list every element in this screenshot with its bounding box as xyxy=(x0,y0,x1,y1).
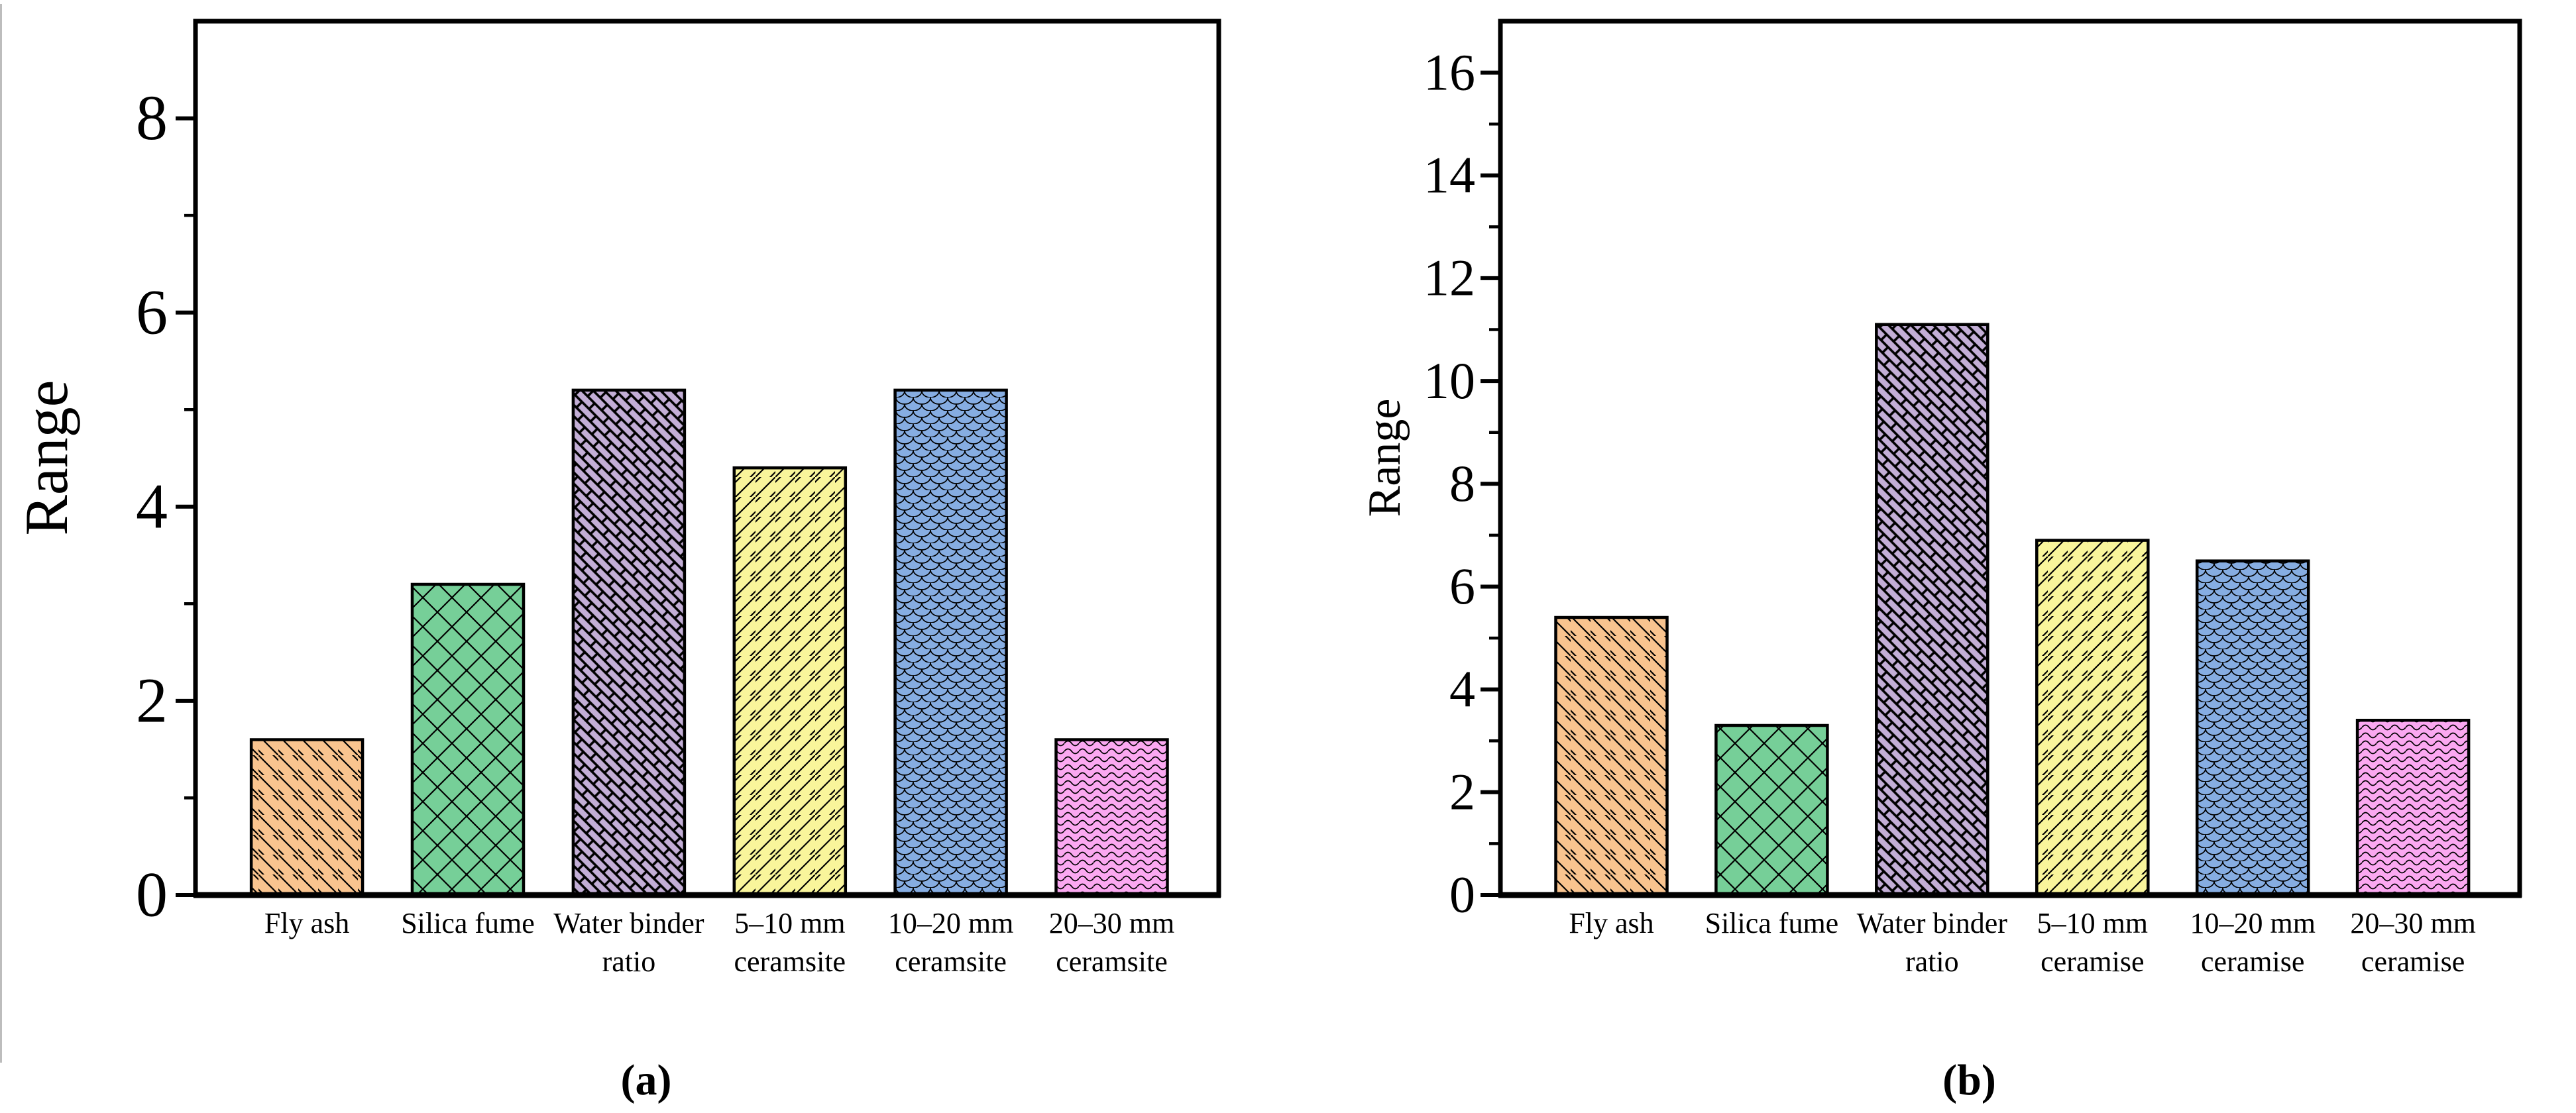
y-tick-label-a-6: 6 xyxy=(136,276,168,347)
x-tick-label-b-3: 5–10 mm ceramise xyxy=(2037,907,2148,978)
y-tick-label-b-14: 14 xyxy=(1424,146,1475,204)
x-tick-label-b-2: Water binder ratio xyxy=(1857,907,2008,978)
y-tick-label-a-0: 0 xyxy=(136,859,168,930)
bar-b-5-10-mm xyxy=(2035,539,2150,897)
caption-panel-b: (b) xyxy=(1942,1056,1996,1104)
y-axis-label-panel-a: Range xyxy=(13,380,80,536)
x-tick-label-a-4: 10–20 mm ceramsite xyxy=(888,907,1013,978)
panel-b: Fly ash Silica fume Water binder ratio 5–10 … xyxy=(1424,19,2522,978)
y-tick-label-a-4: 4 xyxy=(136,471,168,542)
bar-a-20-30-mm xyxy=(1054,738,1169,897)
y-tick-label-a-2: 2 xyxy=(136,665,168,736)
x-tick-label-a-1: Silica fume xyxy=(401,907,535,939)
x-tick-label-b-0: Fly ash xyxy=(1569,907,1653,939)
y-tick-label-b-6: 6 xyxy=(1449,557,1475,615)
bar-a-5-10-mm xyxy=(732,466,848,897)
x-tick-label-b-1: Silica fume xyxy=(1705,907,1839,939)
x-tick-label-a-2: Water binder ratio xyxy=(553,907,704,978)
caption-panel-a: (a) xyxy=(620,1056,672,1104)
bar-b-water-binder xyxy=(1875,323,1989,897)
y-axis-label-panel-b: Range xyxy=(1359,398,1410,517)
x-tick-label-a-3: 5–10 mm ceramsite xyxy=(734,907,846,978)
y-tick-label-b-10: 10 xyxy=(1424,352,1475,409)
bar-b-silica-fume xyxy=(1714,723,1829,897)
y-tick-label-b-12: 12 xyxy=(1424,249,1475,307)
y-tick-label-b-16: 16 xyxy=(1424,43,1475,101)
panel-a: Fly ash Silica fume Water binder ratio 5–10 … xyxy=(136,19,1221,978)
bar-b-20-30-mm xyxy=(2355,718,2471,897)
bar-b-10-20-mm xyxy=(2195,559,2310,897)
y-tick-label-b-0: 0 xyxy=(1449,866,1475,924)
x-tick-label-b-5: 20–30 mm ceramise xyxy=(2350,907,2475,978)
bar-b-fly-ash xyxy=(1554,615,1669,897)
y-tick-label-a-8: 8 xyxy=(136,82,168,153)
y-tick-label-b-4: 4 xyxy=(1449,660,1475,717)
bar-a-fly-ash xyxy=(249,738,364,897)
y-tick-label-b-8: 8 xyxy=(1449,454,1475,512)
x-tick-label-b-4: 10–20 mm ceramise xyxy=(2190,907,2315,978)
bar-a-10-20-mm xyxy=(893,388,1008,897)
x-tick-label-a-0: Fly ash xyxy=(264,907,349,939)
y-tick-label-b-2: 2 xyxy=(1449,763,1475,821)
bar-a-water-binder xyxy=(571,388,687,897)
panel-divider-line xyxy=(0,4,2,1063)
bar-a-silica-fume xyxy=(410,582,526,897)
x-tick-label-a-5: 20–30 mm ceramsite xyxy=(1049,907,1174,978)
